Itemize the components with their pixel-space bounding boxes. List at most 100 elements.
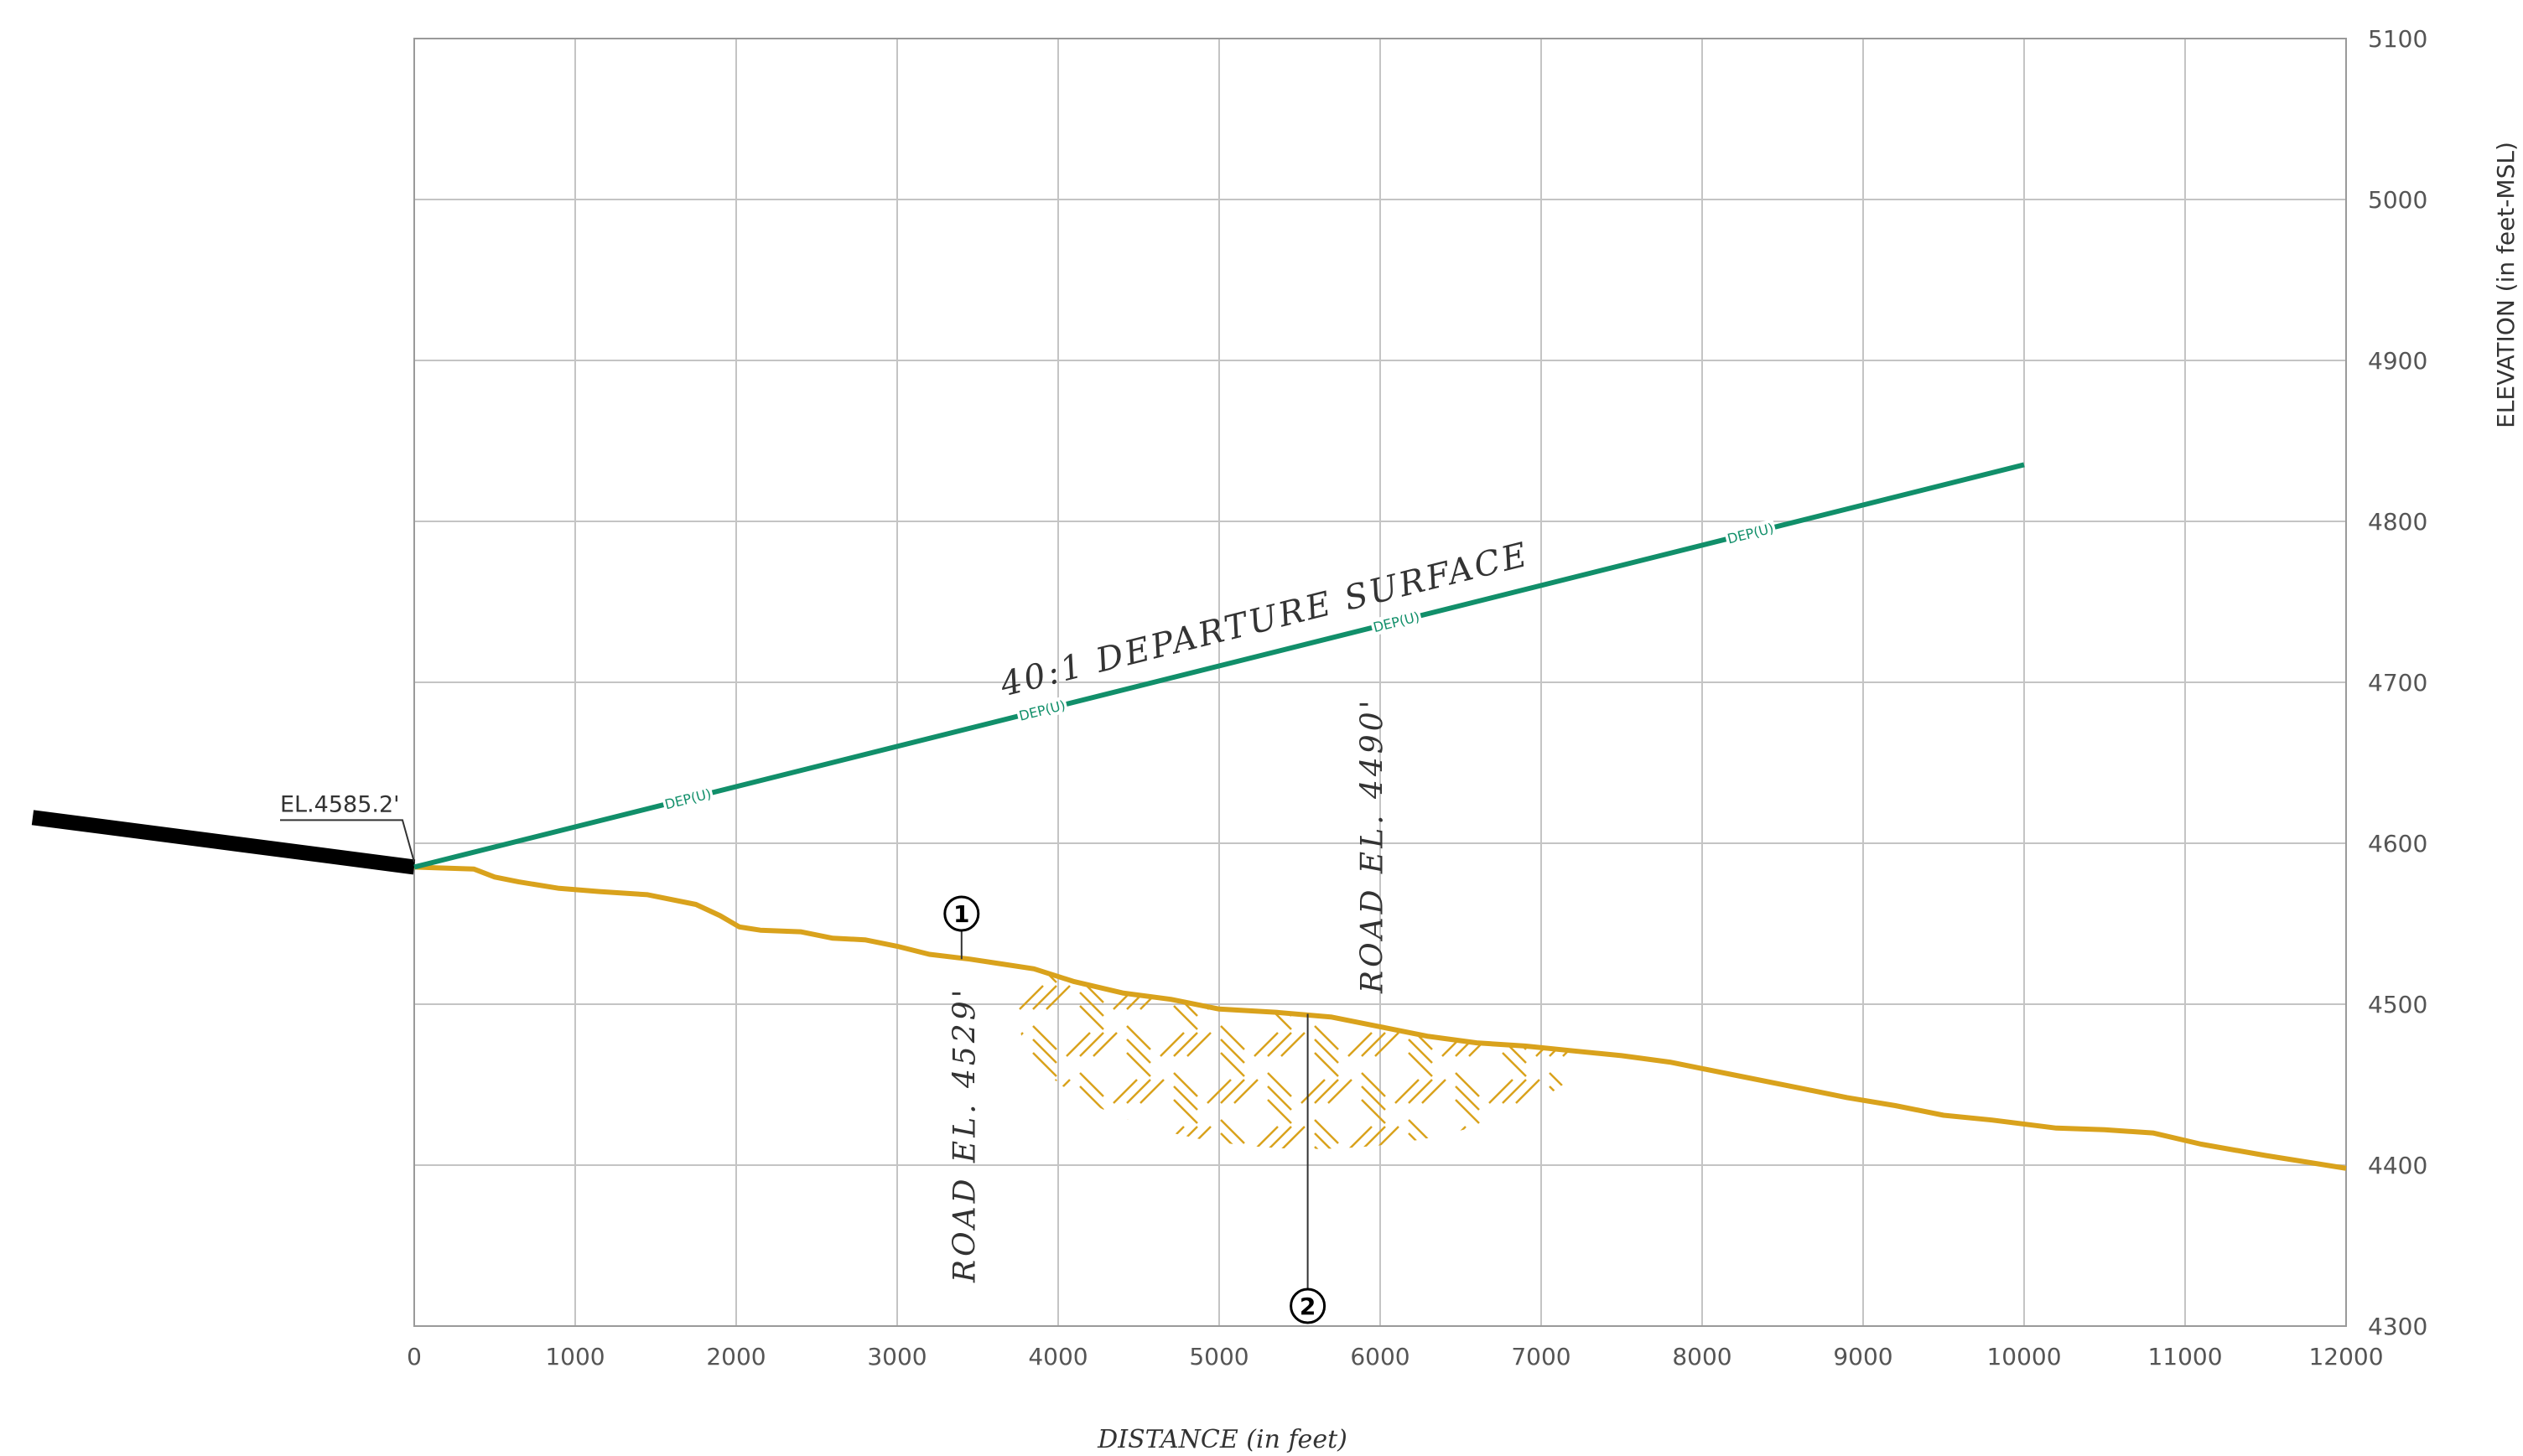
hatch-stroke [986,1180,1010,1204]
hatch-stroke [1643,1086,1667,1110]
hatch-stroke [1630,1033,1653,1056]
hatch-stroke [986,1073,1010,1096]
hatch-stroke [1080,1167,1103,1190]
hatch-stroke [1033,1174,1056,1197]
hatch-stroke [1347,1032,1373,1057]
hatch-stroke [986,1167,1010,1190]
hatch-stroke [1220,1052,1245,1077]
hatch-stroke [1032,1132,1057,1149]
hatch-stroke [1314,1052,1339,1077]
hatch-stroke [1456,1167,1479,1190]
hatch-stroke [1126,966,1151,970]
hatch-stroke [1032,1079,1057,1104]
hatch-stroke [1186,1126,1212,1149]
hatch-stroke [1657,1127,1680,1150]
x-tick-label: 7000 [1511,1343,1570,1371]
y-tick-label: 4500 [2368,991,2427,1018]
y-tick-label: 4800 [2368,508,2427,536]
hatch-stroke [986,1006,1010,1029]
hatch-stroke [1610,986,1633,1009]
road-2-callout-number: 2 [1300,1293,1316,1320]
hatch-stroke [1019,985,1044,1010]
hatch-stroke [939,932,963,956]
hatch-stroke [1441,1126,1467,1149]
hatch-stroke [1549,1086,1574,1111]
hatch-stroke [1300,1079,1326,1104]
hatch-stroke [1280,1032,1306,1057]
hatch-stroke [1220,1146,1245,1149]
dep-label: DEP(U) [1372,609,1421,635]
hatch-stroke [1327,1079,1352,1104]
hatch-stroke [1502,966,1527,983]
hatch-stroke [1549,1126,1574,1149]
hatch-stroke [1173,1126,1198,1149]
hatch-stroke [1503,1174,1526,1197]
hatch-stroke [1186,1032,1212,1057]
hatch-stroke [1018,1032,1024,1057]
hatch-stroke [1314,1146,1339,1149]
x-tick-label: 1000 [545,1343,605,1371]
hatch-stroke [1549,978,1574,1003]
hatch-stroke [1469,939,1493,962]
hatch-stroke [1643,1100,1667,1123]
road-elevation-label-2: ROAD EL. 4490' [1355,697,1389,994]
hatch-stroke [1516,1174,1539,1197]
elevation-leader-line [280,819,415,863]
dep-label-bg [1724,519,1778,547]
hatch-stroke [1328,1174,1352,1197]
hatch-stroke [1093,1126,1118,1149]
hatch-stroke [1019,1079,1044,1104]
hatch-stroke [1080,1194,1103,1217]
x-tick-label: 9000 [1833,1343,1892,1371]
hatch-stroke [1374,1032,1399,1057]
hatch-stroke [1408,1146,1433,1149]
hatch-stroke [1456,1180,1479,1204]
hatch-stroke [1408,1052,1433,1077]
hatch-stroke [986,979,1010,1003]
hatch-stroke [1455,978,1480,1003]
hatch-stroke [1596,985,1606,1010]
hatch-stroke [1267,1126,1292,1149]
road-1-callout-number: 1 [953,900,969,928]
hatch-stroke [1173,1032,1198,1057]
hatch-stroke [1220,1119,1245,1144]
hatch-stroke [1093,939,1117,962]
hatch-stroke [1032,966,1057,970]
hatch-stroke [1550,1194,1573,1217]
hatch-stroke [1126,1052,1151,1077]
y-tick-label: 4900 [2368,347,2427,375]
terrain-profile-line [413,864,2347,1171]
hatch-stroke [1267,1099,1292,1124]
hatch-stroke [1327,985,1352,1010]
road-1-callout-circle [943,895,980,932]
hatch-stroke [1032,1119,1057,1144]
dep-label-bg [1015,696,1069,725]
hatch-stroke [1079,992,1104,1017]
y-tick-label: 4400 [2368,1152,2427,1179]
hatch-stroke [1220,1132,1245,1149]
hatch-stroke [1314,1119,1339,1144]
hatch-stroke [1301,1174,1325,1197]
hatch-stroke [1173,1072,1198,1097]
hatch-stroke [999,939,1023,962]
hatch-stroke [1421,1079,1446,1104]
hatch-stroke [1515,1079,1540,1104]
hatch-stroke [1126,1132,1151,1149]
hatch-stroke [1582,1079,1606,1104]
hatch-stroke [1596,1025,1606,1050]
hatch-stroke [1267,978,1292,1003]
hatch-stroke [986,1194,1010,1217]
hatch-stroke [1093,1032,1118,1057]
tick-labels: 0 1000 2000 3000 4000 5000 6000 7000 8000 9000 100… [407,25,2427,1371]
hatch-stroke [1610,1174,1633,1197]
hatch-stroke [1126,1146,1151,1149]
hatch-stroke [1550,1180,1573,1204]
plot-frame [413,38,2347,1327]
hatch-stroke [1160,1126,1185,1149]
hatch-stroke [986,1086,1010,1110]
hatch-stroke [1140,1079,1165,1104]
hatch-stroke [1362,1167,1385,1190]
series-group: DEP(U) DEP(U) DEP(U) DEP(U) [31,462,2347,1171]
hatch-stroke [1422,1174,1446,1197]
hatch-stroke [1550,1167,1573,1190]
